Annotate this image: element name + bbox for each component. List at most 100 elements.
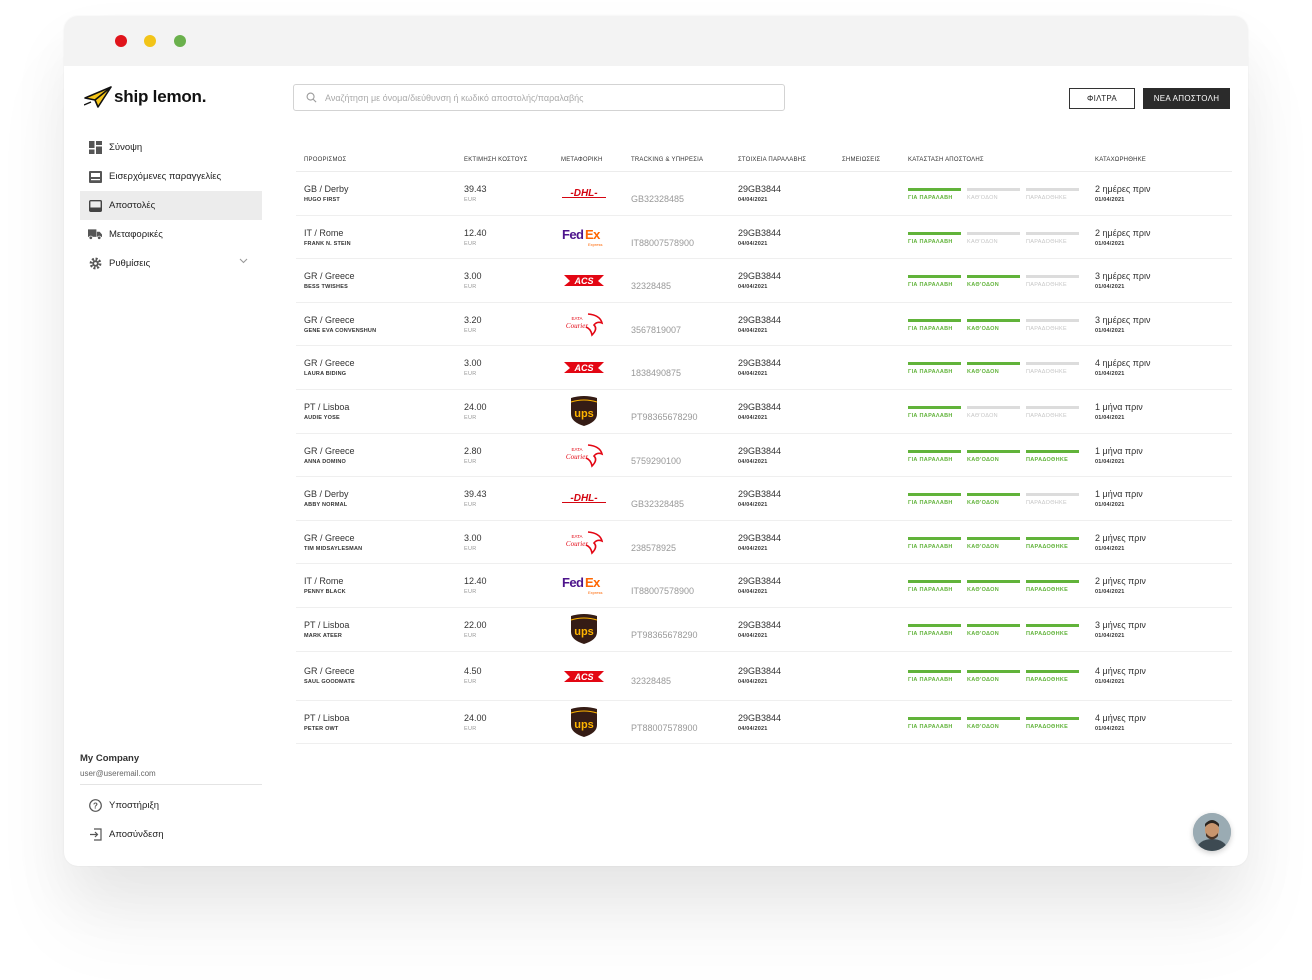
table-row[interactable]: IT / Rome PENNY BLACK 12.40 EUR Fed Ex Express… — [296, 564, 1232, 608]
maximize-window-button[interactable] — [174, 35, 186, 47]
tracking-number[interactable]: 32328485 — [631, 281, 672, 292]
new-shipment-button[interactable]: ΝΕΑ ΑΠΟΣΤΟΛΗ — [1143, 88, 1230, 109]
tracking-number[interactable]: 3567819007 — [631, 324, 682, 335]
status-label: ΓΙΑ ΠΑΡΑΛΑΒΗ — [908, 676, 953, 683]
status-bar — [967, 318, 1020, 322]
column-header-created[interactable]: ΚΑΤΑΧΩΡΗΘΗΚΕ — [1095, 157, 1147, 163]
created-cell: 2 μήνες πριν 01/04/2021 — [1095, 576, 1146, 596]
pickup-date: 04/04/2021 — [738, 725, 768, 732]
company-email: user@useremail.com — [80, 769, 156, 778]
table-row[interactable]: PT / Lisboa PETER OWT 24.00 EUR ups PT8800757… — [296, 701, 1232, 745]
destination-cell: IT / Rome PENNY BLACK — [304, 576, 346, 596]
search-bar[interactable] — [293, 84, 785, 111]
table-row[interactable]: GB / Derby ABBY NORMAL 39.43 EUR -DHL- GB3232… — [296, 477, 1232, 521]
sidebar-item-incoming-orders[interactable]: Εισερχόμενες παραγγελίες — [80, 162, 262, 191]
tracking-cell: PT98365678290 — [631, 625, 698, 643]
column-header-carrier[interactable]: ΜΕΤΑΦΟΡΙΚΗ — [561, 157, 603, 163]
status-bar — [908, 493, 961, 497]
status-cell: ΓΙΑ ΠΑΡΑΛΑΒΗ ΚΑΘ'ΟΔΟΝ ΠΑΡΑΔΟΘΗΚΕ — [908, 669, 1079, 683]
cost-value: 3.00 — [464, 532, 482, 543]
status-label: ΚΑΘ'ΟΔΟΝ — [967, 587, 999, 594]
table-row[interactable]: PT / Lisboa AUDIE YOSE 24.00 EUR ups PT983656… — [296, 390, 1232, 434]
tracking-number[interactable]: GB32328485 — [631, 194, 685, 204]
search-input[interactable] — [323, 91, 767, 104]
status-label: ΚΑΘ'ΟΔΟΝ — [967, 723, 999, 730]
tracking-number[interactable]: PT98365678290 — [631, 629, 698, 640]
column-header-cost[interactable]: ΕΚΤΙΜΗΣΗ ΚΟΣΤΟΥΣ — [464, 157, 528, 163]
user-avatar-image — [1193, 813, 1231, 851]
pickup-cell: 29GB3844 04/04/2021 — [738, 666, 781, 686]
pickup-cell: 29GB3844 04/04/2021 — [738, 315, 781, 335]
table-row[interactable]: GR / Greece TIM MIDSAYLESMAN 3.00 EUR ΕΛΤΑ Co… — [296, 521, 1232, 565]
brand-logo[interactable]: ship lemon. — [84, 84, 206, 110]
currency: EUR — [464, 414, 477, 421]
table-row[interactable]: GR / Greece ANNA DOMINO 2.80 EUR ΕΛΤΑ Courier… — [296, 434, 1232, 478]
table-row[interactable]: IT / Rome FRANK N. STEIN 12.40 EUR Fed Ex Expr… — [296, 216, 1232, 260]
support-link[interactable]: ? Υποστήριξη — [80, 791, 262, 820]
table-row[interactable]: GR / Greece LAURA BIDING 3.00 EUR ACS 1838490… — [296, 346, 1232, 390]
status-bar — [967, 362, 1020, 366]
destination: GR / Greece — [304, 271, 355, 282]
status-bar — [908, 318, 961, 322]
tracking-number[interactable]: 5759290100 — [631, 455, 682, 466]
svg-text:ACS: ACS — [573, 363, 593, 373]
destination: GB / Derby — [304, 184, 349, 194]
status-delivered: ΠΑΡΑΔΟΘΗΚΕ — [1026, 318, 1079, 332]
filters-button[interactable]: ΦΙΛΤΡΑ — [1069, 88, 1135, 109]
destination-cell: GR / Greece TIM MIDSAYLESMAN — [304, 533, 362, 553]
sidebar-item-overview[interactable]: Σύνοψη — [80, 133, 262, 162]
sidebar-item-carriers[interactable]: Μεταφορικές — [80, 220, 262, 249]
tracking-cell: PT98365678290 — [631, 407, 698, 425]
created-date: 01/04/2021 — [1095, 725, 1125, 732]
sidebar-item-shipments[interactable]: Αποστολές — [80, 191, 262, 220]
logout-link[interactable]: Αποσύνδεση — [80, 820, 262, 849]
tracking-number[interactable]: 32328485 — [631, 675, 672, 686]
svg-text:Express: Express — [588, 590, 602, 595]
tracking-cell: IT88007578900 — [631, 233, 694, 251]
table-row[interactable]: PT / Lisboa MARK ATEER 22.00 EUR ups PT983656… — [296, 608, 1232, 652]
table-row[interactable]: GR / Greece BESS TWISHES 3.00 EUR ACS 3232848… — [296, 259, 1232, 303]
status-cell: ΓΙΑ ΠΑΡΑΛΑΒΗ ΚΑΘ'ΟΔΟΝ ΠΑΡΑΔΟΘΗΚΕ — [908, 275, 1079, 288]
tracking-number[interactable]: IT88007578900 — [631, 586, 695, 597]
carrier-logo: ACS — [560, 661, 608, 691]
column-header-status[interactable]: ΚΑΤΑΣΤΑΣΗ ΑΠΟΣΤΟΛΗΣ — [908, 157, 984, 163]
table-row[interactable]: GR / Greece GENE EVA CONVENSHUN 3.20 EUR ΕΛΤ… — [296, 303, 1232, 347]
status-label: ΓΙΑ ΠΑΡΑΛΑΒΗ — [908, 412, 953, 419]
window-titlebar — [64, 16, 1248, 66]
table-row[interactable]: GB / Derby HUGO FIRST 39.43 EUR -DHL- GB32328… — [296, 172, 1232, 216]
minimize-window-button[interactable] — [144, 35, 156, 47]
tracking-number[interactable]: PT98365678290 — [631, 411, 698, 422]
tracking-number[interactable]: 238578925 — [631, 542, 677, 553]
pickup-code: 29GB3844 — [738, 271, 782, 282]
tracking-number[interactable]: PT88007578900 — [631, 722, 698, 733]
status-label: ΓΙΑ ΠΑΡΑΛΑΒΗ — [908, 325, 953, 332]
currency: EUR — [464, 589, 477, 596]
sidebar-item-settings[interactable]: Ρυθμίσεις — [80, 249, 262, 278]
cost-value: 4.50 — [464, 665, 482, 676]
tracking-cell: IT88007578900 — [631, 581, 694, 599]
column-header-destination[interactable]: ΠΡΟΟΡΙΣΜΟΣ — [304, 157, 347, 163]
column-header-pickup[interactable]: ΣΤΟΙΧΕΙΑ ΠΑΡΑΛΑΒΗΣ — [738, 157, 807, 163]
status-label: ΠΑΡΑΔΟΘΗΚΕ — [1026, 723, 1069, 730]
table-row[interactable]: GR / Greece SAUL GOODMATE 4.50 EUR ACS 323284… — [296, 652, 1232, 701]
tracking-number[interactable]: IT88007578900 — [631, 237, 695, 248]
status-bar — [908, 623, 961, 627]
dhl-logo-icon: -DHL- — [562, 188, 606, 199]
created-date: 01/04/2021 — [1095, 414, 1125, 421]
column-header-notes[interactable]: ΣΗΜΕΙΩΣΕΙΣ — [842, 157, 881, 163]
created-date: 01/04/2021 — [1095, 545, 1125, 552]
status-cell: ΓΙΑ ΠΑΡΑΛΑΒΗ ΚΑΘ'ΟΔΟΝ ΠΑΡΑΔΟΘΗΚΕ — [908, 405, 1079, 419]
column-header-tracking[interactable]: TRACKING & ΥΠΗΡΕΣΙΑ — [631, 157, 704, 163]
status-label: ΚΑΘ'ΟΔΟΝ — [967, 543, 999, 550]
tracking-number[interactable]: GB32328485 — [631, 499, 685, 510]
close-window-button[interactable] — [115, 35, 127, 47]
recipient-name: PETER OWT — [304, 725, 339, 732]
status-bar — [967, 669, 1020, 673]
app-window: ship lemon. ΦΙΛΤΡΑ ΝΕΑ ΑΠΟΣΤΟΛΗ Σύνοψη Ε… — [64, 16, 1248, 866]
status-bar — [967, 536, 1020, 540]
pickup-date: 04/04/2021 — [738, 240, 768, 247]
tracking-number[interactable]: 1838490875 — [631, 368, 682, 379]
avatar[interactable] — [1193, 813, 1231, 851]
chevron-down-icon[interactable] — [239, 258, 248, 264]
